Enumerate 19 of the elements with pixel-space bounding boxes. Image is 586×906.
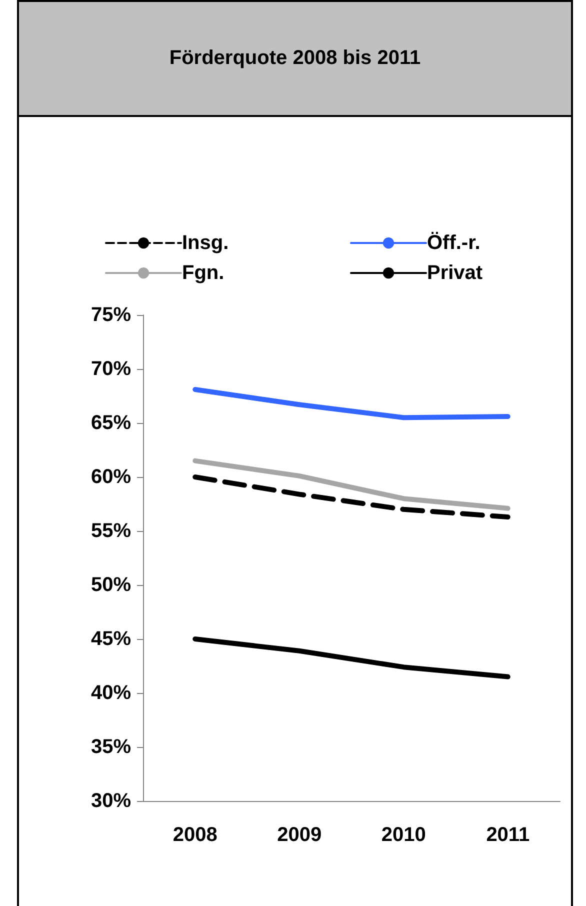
x-tick-label: 2009 bbox=[277, 824, 322, 846]
y-tick-label: 60% bbox=[90, 466, 132, 488]
y-tick-label: 35% bbox=[90, 736, 132, 758]
legend-label: Öff.-r. bbox=[427, 231, 480, 254]
y-tick-label: 75% bbox=[90, 304, 132, 326]
y-tick-label: 65% bbox=[90, 412, 132, 434]
y-tick-label: 40% bbox=[90, 682, 132, 704]
legend-label: Insg. bbox=[182, 232, 229, 254]
y-tick-label: 50% bbox=[90, 574, 132, 596]
x-tick-label: 2008 bbox=[172, 824, 218, 846]
x-tick-label: 2011 bbox=[486, 824, 530, 846]
legend-label: Privat bbox=[427, 262, 483, 284]
y-tick-label: 70% bbox=[90, 358, 132, 380]
x-tick-label: 2010 bbox=[381, 824, 426, 846]
legend-label: Fgn. bbox=[182, 262, 224, 284]
y-tick-label: 55% bbox=[90, 520, 132, 542]
y-tick-label: 30% bbox=[90, 790, 132, 812]
chart-title: Förderquote 2008 bis 2011 bbox=[169, 47, 421, 70]
y-tick-label: 45% bbox=[90, 628, 132, 650]
